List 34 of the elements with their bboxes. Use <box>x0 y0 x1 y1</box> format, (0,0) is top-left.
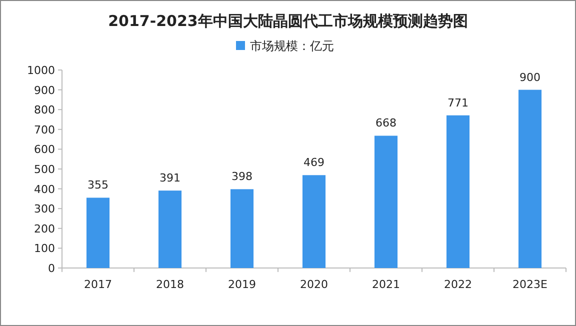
bar <box>446 115 470 268</box>
y-tick-label: 900 <box>34 84 55 97</box>
data-label: 355 <box>88 178 108 192</box>
y-tick-label: 200 <box>34 222 55 236</box>
y-tick-label: 700 <box>34 123 55 136</box>
data-label: 469 <box>304 156 324 170</box>
y-tick-label: 1000 <box>27 64 55 77</box>
x-tick-label: 2021 <box>372 278 400 291</box>
y-tick-label: 400 <box>34 182 55 196</box>
data-label: 398 <box>232 170 252 184</box>
y-tick-label: 0 <box>48 262 55 275</box>
x-tick-label: 2020 <box>300 278 328 291</box>
bar <box>518 90 542 268</box>
y-tick-label: 500 <box>34 163 55 176</box>
bar <box>158 190 182 268</box>
x-tick-label: 2019 <box>228 278 256 291</box>
x-tick-label: 2022 <box>444 278 472 291</box>
bar <box>374 136 398 268</box>
x-tick-label: 2018 <box>156 278 184 291</box>
legend-label: 市场规模：亿元 <box>250 39 334 53</box>
bar <box>230 189 254 268</box>
y-tick-label: 800 <box>34 104 55 117</box>
x-tick-label: 2017 <box>84 278 112 291</box>
chart-title: 2017-2023年中国大陆晶圆代工市场规模预测趋势图 <box>108 12 468 30</box>
bar <box>302 175 326 268</box>
y-tick-label: 100 <box>34 242 55 256</box>
data-label: 391 <box>160 172 180 185</box>
x-tick-label: 2023E <box>512 278 548 291</box>
y-tick-label: 300 <box>34 202 55 216</box>
data-label: 668 <box>376 116 396 130</box>
y-tick-label: 600 <box>34 143 55 156</box>
data-label: 771 <box>448 96 468 110</box>
bar <box>86 198 110 268</box>
data-label: 900 <box>520 70 540 84</box>
